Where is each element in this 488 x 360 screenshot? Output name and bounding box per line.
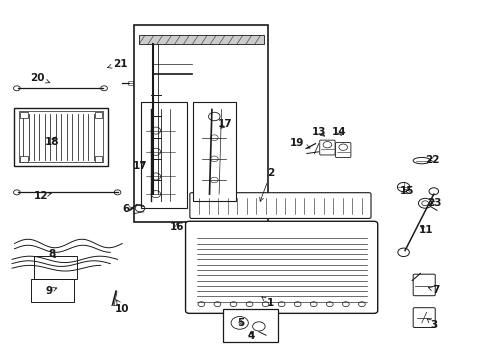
- Text: 4: 4: [246, 331, 254, 341]
- FancyBboxPatch shape: [335, 143, 350, 157]
- Text: 7: 7: [427, 285, 439, 295]
- Bar: [94, 112, 102, 118]
- Text: 20: 20: [30, 73, 50, 83]
- Text: 5: 5: [237, 318, 244, 328]
- Bar: [94, 156, 102, 162]
- Bar: [192, 102, 235, 201]
- Bar: [20, 112, 28, 118]
- Text: 2: 2: [259, 168, 274, 201]
- Text: 9: 9: [45, 286, 57, 296]
- Text: 21: 21: [107, 59, 127, 68]
- Text: 6: 6: [122, 204, 133, 214]
- Text: 23: 23: [426, 198, 441, 208]
- Bar: [20, 156, 28, 162]
- Text: 19: 19: [289, 138, 309, 148]
- Text: 14: 14: [331, 127, 346, 137]
- Bar: [223, 309, 278, 342]
- Text: 17: 17: [132, 161, 147, 171]
- Text: 18: 18: [44, 137, 59, 147]
- Bar: [134, 25, 268, 222]
- Text: 10: 10: [115, 300, 129, 314]
- Text: 1: 1: [261, 297, 274, 309]
- Text: 11: 11: [418, 225, 432, 235]
- FancyBboxPatch shape: [319, 140, 334, 155]
- Text: 15: 15: [399, 186, 414, 196]
- Bar: [139, 35, 263, 44]
- Text: 8: 8: [48, 249, 55, 259]
- Text: 22: 22: [425, 154, 439, 165]
- Ellipse shape: [412, 157, 429, 164]
- Text: 16: 16: [170, 222, 184, 232]
- Text: 17: 17: [218, 119, 232, 129]
- Text: 3: 3: [427, 319, 437, 330]
- FancyBboxPatch shape: [412, 274, 434, 296]
- Bar: [141, 102, 186, 208]
- Bar: [34, 256, 77, 279]
- FancyBboxPatch shape: [185, 221, 377, 313]
- FancyBboxPatch shape: [412, 308, 434, 328]
- Text: 13: 13: [311, 127, 325, 137]
- Bar: [19, 111, 103, 162]
- Bar: [31, 279, 74, 302]
- Text: 12: 12: [34, 191, 51, 201]
- Bar: [15, 108, 108, 166]
- FancyBboxPatch shape: [189, 193, 370, 219]
